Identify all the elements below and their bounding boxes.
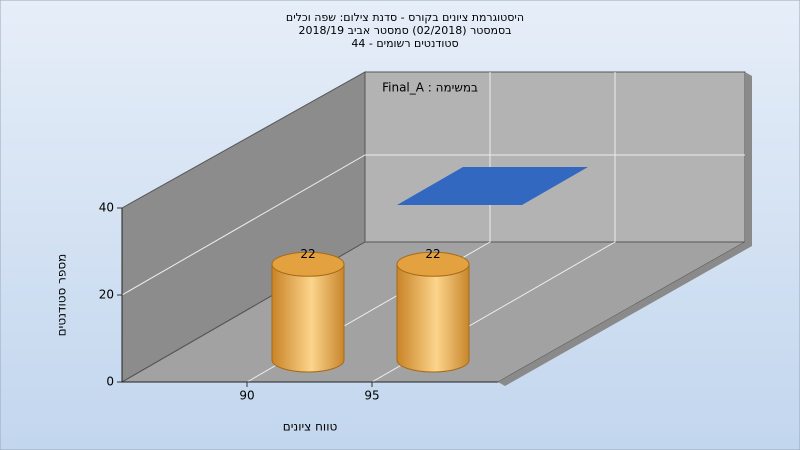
legend-swatch: [397, 167, 588, 205]
bar: [271, 263, 345, 373]
y-tick-label: 0: [106, 375, 114, 389]
x-axis-label: טווח ציונים: [283, 420, 338, 434]
y-tick-label: 20: [99, 288, 114, 302]
value-label: 22: [300, 247, 315, 261]
x-tick-label: 90: [239, 389, 254, 403]
x-tick-label: 95: [364, 389, 379, 403]
chart-subtitle: בסמסטר (02/2018) סמסטר אביב 2018/19: [298, 24, 511, 37]
grid-line: [121, 154, 745, 296]
bar-cap: [396, 251, 470, 277]
value-label: 22: [425, 247, 440, 261]
y-tick-label: 40: [99, 201, 114, 215]
bar: [396, 263, 470, 373]
back-wall: [364, 71, 746, 243]
chart-subtitle: סטודנטים רשומים - 44: [351, 37, 458, 50]
y-axis-label: מספר סטודנטים: [55, 254, 69, 337]
bar-cap: [271, 251, 345, 277]
chart-title: היסטוגרמת ציונים בקורס - סדנת צילום: שפה…: [286, 11, 524, 24]
legend-label: במשימה : Final_A: [382, 81, 478, 95]
